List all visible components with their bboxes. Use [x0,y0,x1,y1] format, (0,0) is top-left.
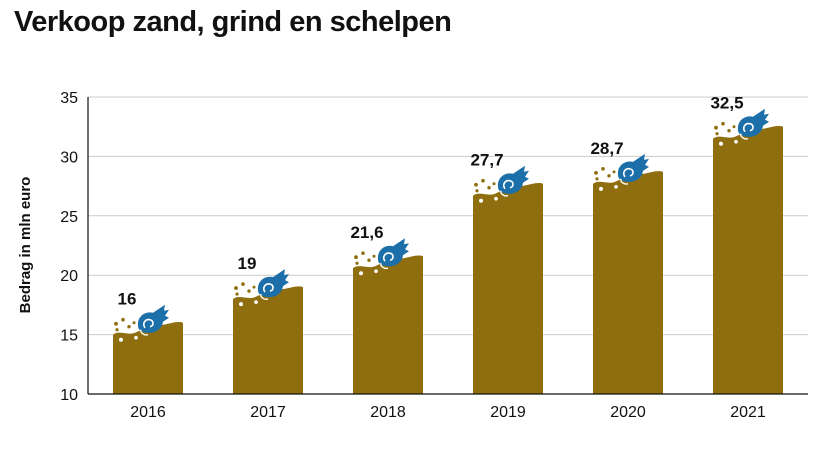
x-tick-label: 2021 [730,404,766,421]
axes [87,97,808,395]
data-label: 32,5 [710,94,743,113]
seashell-body [617,153,649,182]
sand-grain [359,271,363,276]
seashell-icon [737,108,769,140]
sand-grain [121,317,125,322]
sand-grain [494,196,498,201]
y-axis-label: Bedrag in mln euro [17,177,34,314]
y-tick-label: 20 [60,268,78,285]
sand-grain [361,251,365,255]
seashell-spiral [743,122,754,133]
sand-grain [132,321,136,325]
sand-grain [241,282,245,286]
sand-grain [481,178,485,183]
sand-grain [594,170,598,175]
seashell-body [497,165,529,194]
seashell-body [377,238,409,267]
sand-grain [487,186,491,190]
bars [113,108,783,395]
sand-grain [734,139,738,144]
bar [473,183,543,394]
sand-grain [607,174,611,178]
data-label: 21,6 [350,223,383,242]
sand-grain [355,261,359,265]
sand-grain [721,121,725,126]
labels: 10 15 20 25 30 35 16 2016 19 2017 21,6 2018 27,7 2019… [60,90,766,421]
seashell-body [737,108,769,137]
seashell-spiral [263,283,274,293]
y-tick-label: 10 [60,387,78,404]
y-tick-label: 35 [60,90,78,107]
sand-grain [372,254,376,258]
sand-grain [367,258,371,262]
bar [113,322,183,394]
data-label: 19 [238,254,257,273]
sand-grain [114,321,118,326]
y-tick-label: 30 [60,149,78,166]
sand-grain [599,186,603,191]
sand-grain [119,337,123,342]
bar [713,126,783,395]
sand-grain [354,255,358,260]
y-tick-label: 25 [60,209,78,226]
sand-grain [727,129,731,133]
seashell-lip [500,190,509,197]
sand-grain [595,177,599,181]
seashell-spiral [383,252,394,262]
bar [353,255,423,394]
seashell-spiral [623,167,634,178]
sand-grain [715,132,719,136]
sand-grain [134,335,138,340]
x-tick-label: 2018 [370,404,406,421]
sand-grain [732,125,736,129]
sand-grain [475,189,479,193]
seashell-icon [497,165,529,197]
data-label: 16 [118,290,137,309]
sand-grain [479,198,483,203]
seashell-lip [260,293,269,300]
seashell-spiral [143,318,154,329]
sand-grain [601,167,605,171]
x-tick-label: 2020 [610,404,646,421]
x-tick-label: 2016 [130,404,166,421]
sand-grain [239,302,243,307]
seashell-icon [377,238,409,270]
sand-grain [474,182,478,187]
gridlines [88,96,808,336]
sand-grain [252,285,256,289]
sand-grain [234,286,238,290]
seashell-icon [257,269,289,300]
seashell-body [257,269,289,298]
sand-grain [247,289,251,293]
y-tick-label: 15 [60,328,78,345]
seashell-icon [137,304,169,336]
seashell-lip [620,178,629,185]
sand-grain [612,170,616,174]
sand-grain [115,328,119,332]
x-tick-label: 2019 [490,404,526,421]
sand-grain [492,182,496,186]
sand-grain [714,125,718,130]
sand-grain [235,292,239,296]
seashell-spiral [503,179,514,190]
chart-title: Verkoop zand, grind en schelpen [14,6,452,38]
bar [593,171,663,394]
seashell-lip [140,329,149,336]
sand-grain [127,325,131,329]
x-tick-label: 2017 [250,404,286,421]
sand-grain [254,300,258,304]
seashell-lip [740,133,749,140]
seashell-icon [617,153,649,185]
data-label: 28,7 [590,139,623,158]
sand-grain [614,185,618,189]
bar [233,286,303,394]
seashell-body [137,304,169,333]
sand-grain [374,269,378,273]
sand-grain [719,141,723,146]
seashell-lip [380,262,389,270]
data-label: 27,7 [470,151,503,170]
